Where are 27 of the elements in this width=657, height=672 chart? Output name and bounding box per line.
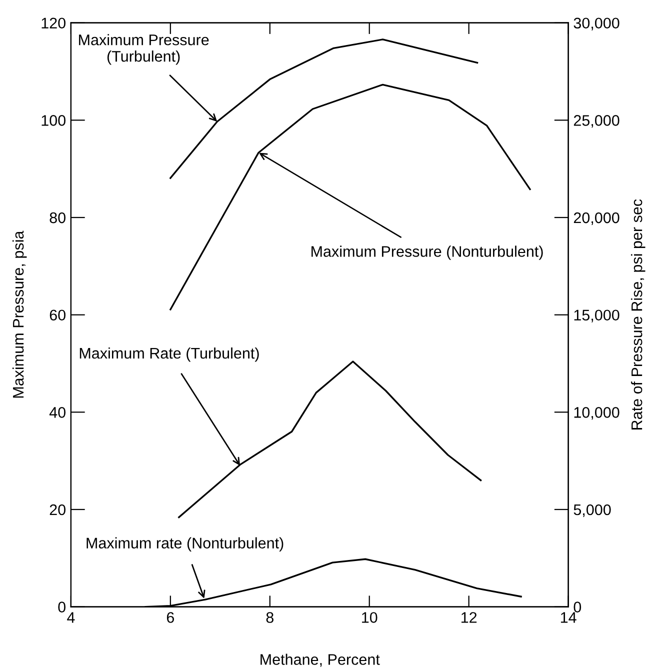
y2-tick-label: 0 xyxy=(574,602,582,612)
y-tick-label: 80 xyxy=(50,212,66,224)
y2-axis-title: Rate of Pressure Rise, psi per sec xyxy=(631,199,646,430)
y2-tick-label: 25,000 xyxy=(574,115,620,128)
x-tick-label: 10 xyxy=(362,612,378,623)
y-tick-label: 20 xyxy=(50,504,66,516)
y2-tick-label: 5,000 xyxy=(574,504,611,517)
x-tick-label: 6 xyxy=(166,612,174,623)
y-axis-title: Maximum Pressure, psia xyxy=(12,230,27,398)
y2-tick-label: 15,000 xyxy=(574,310,620,322)
y2-tick-label: 20,000 xyxy=(574,212,620,225)
x-tick-label: 4 xyxy=(67,612,75,623)
x-axis-title: Methane, Percent xyxy=(260,654,380,667)
y2-tick-label: 30,000 xyxy=(574,18,620,30)
y-tick-label: 100 xyxy=(42,115,66,126)
y-tick-label: 40 xyxy=(49,407,66,418)
annotation: Maximum rate (Nonturbulent) xyxy=(86,537,284,552)
x-tick-label: 12 xyxy=(462,612,477,623)
annotation: Maximum Rate (Turbulent) xyxy=(80,347,259,362)
x-tick-label: 8 xyxy=(266,612,274,623)
y-tick-label: 120 xyxy=(42,18,66,29)
y-tick-label: 60 xyxy=(50,310,66,321)
y2-tick-label: 10,000 xyxy=(574,407,620,420)
x-tick-label: 14 xyxy=(560,612,576,623)
annotation: Maximum Pressure (Nonturbulent) xyxy=(312,246,543,260)
annotation: Maximum Pressure (Turbulent) xyxy=(79,34,209,65)
y-tick-label: 0 xyxy=(58,602,66,612)
